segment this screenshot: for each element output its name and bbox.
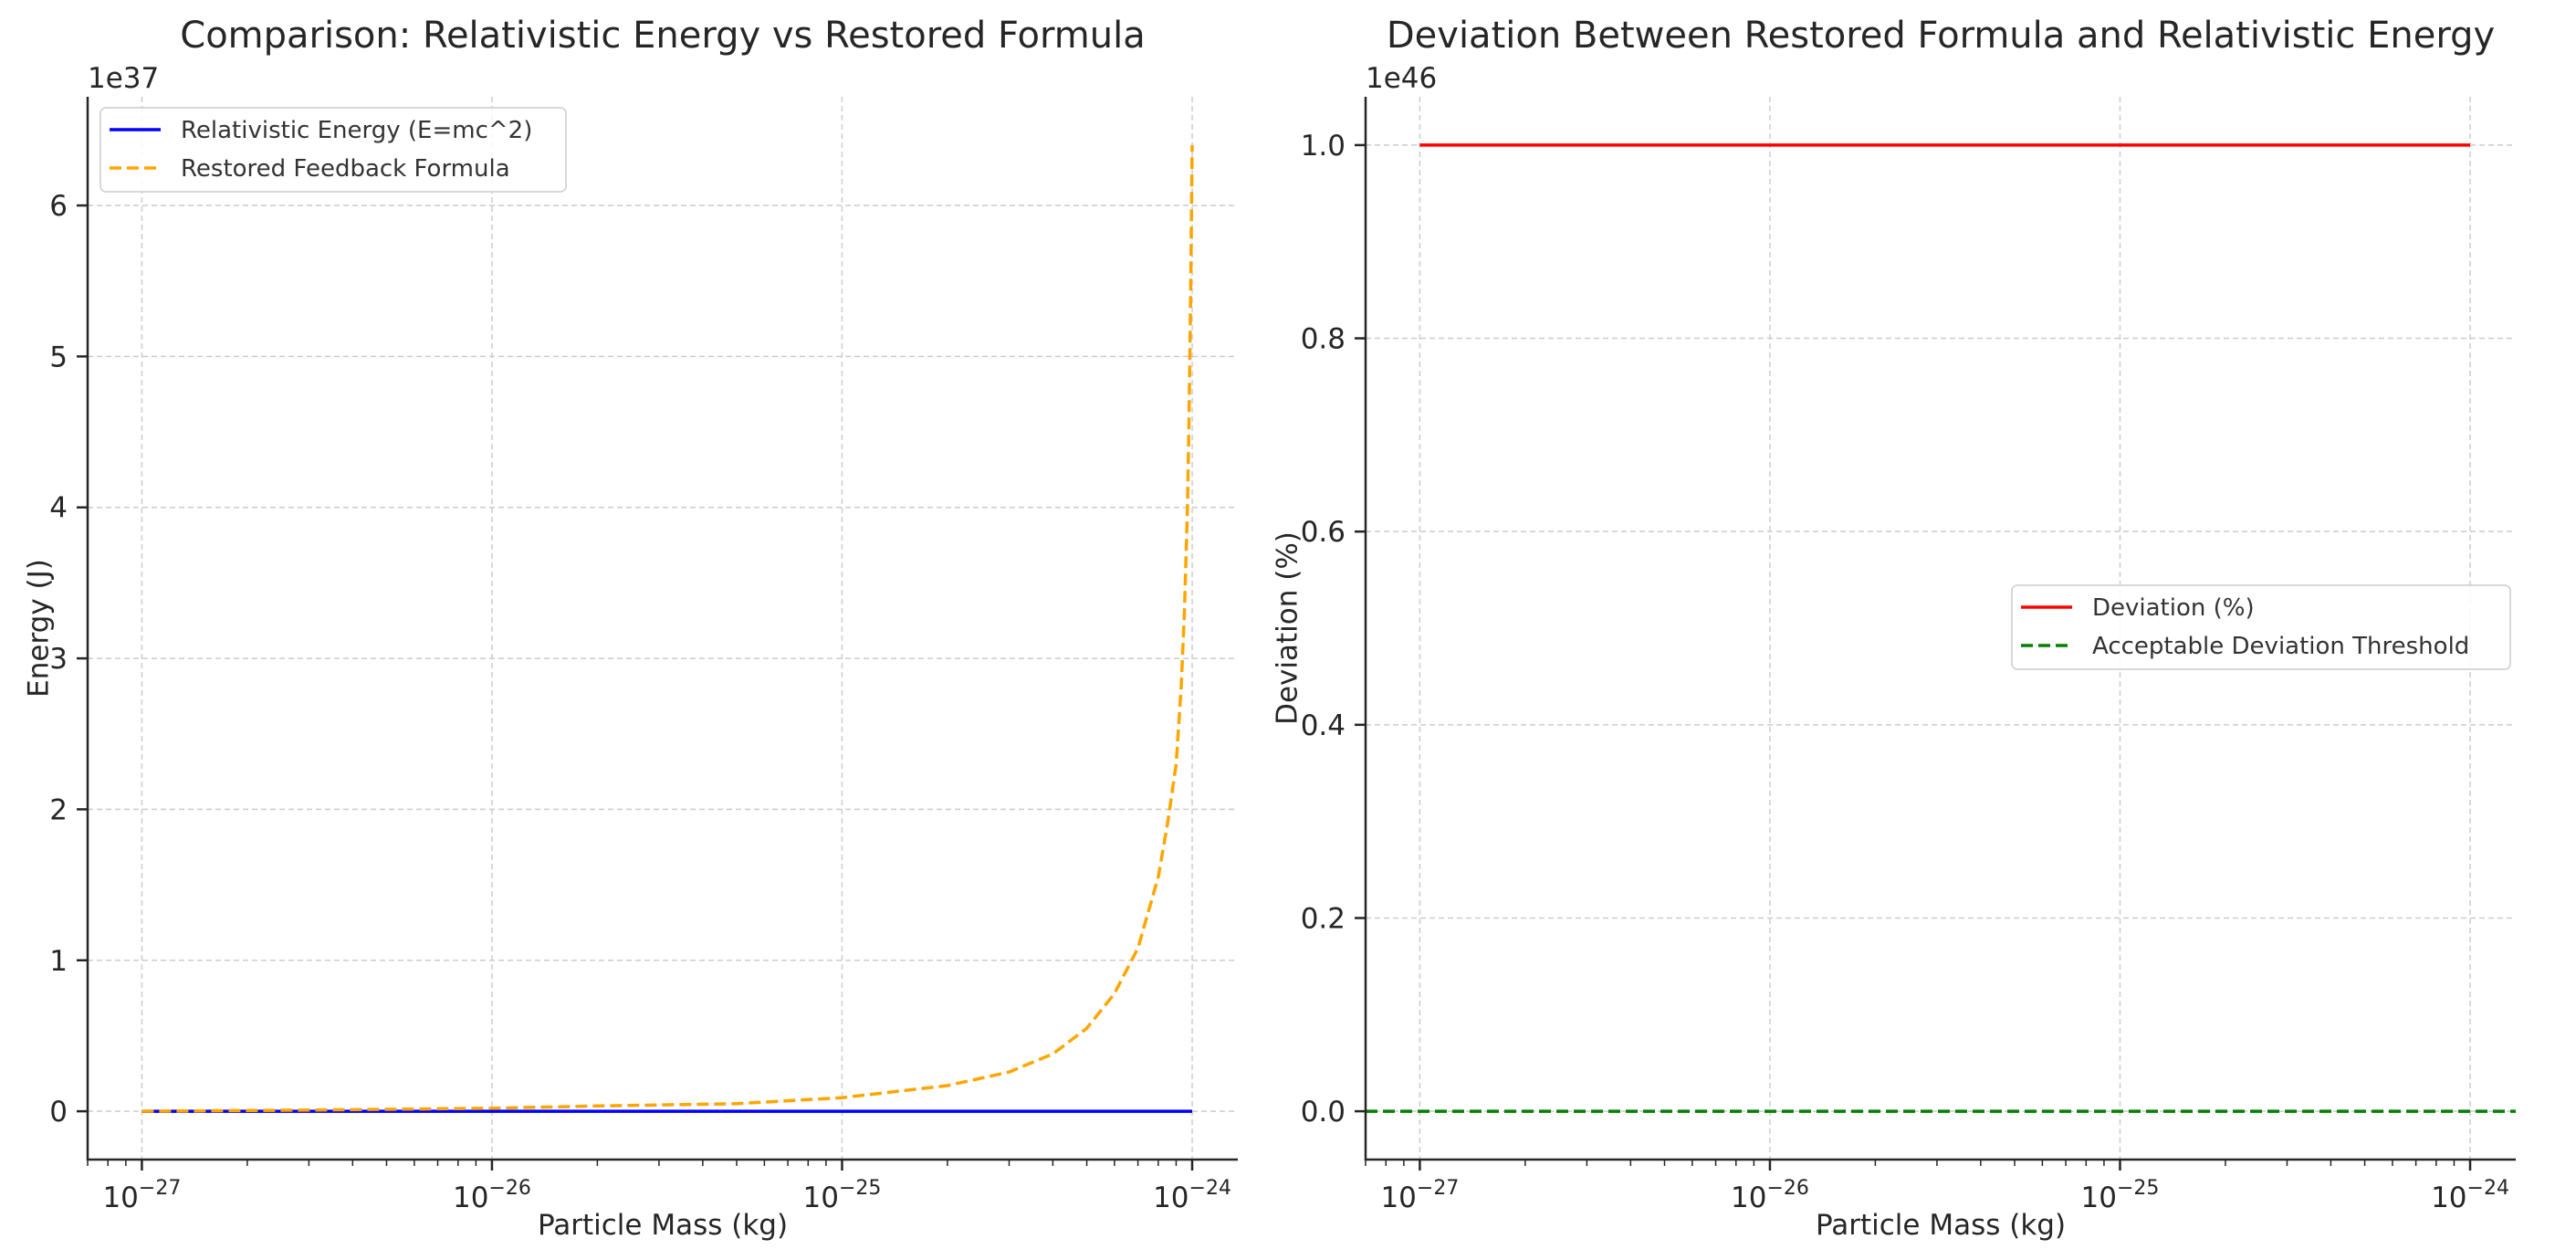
x-tick-base: 10: [803, 1181, 839, 1214]
x-tick-exponent: −27: [1417, 1177, 1459, 1200]
legend: Relativistic Energy (E=mc^2) Restored Fee…: [99, 107, 567, 193]
x-tick-label: 10−25: [803, 1177, 882, 1214]
legend: Deviation (%) Acceptable Deviation Thresh…: [2011, 584, 2511, 670]
y-axis-multiplier: 1e46: [1366, 62, 1437, 95]
y-tick-label: 0.4: [1301, 709, 1346, 742]
y-tick-label: 3: [49, 643, 68, 676]
x-tick-base: 10: [1731, 1181, 1766, 1214]
legend-label: Acceptable Deviation Threshold: [2092, 633, 2469, 660]
legend-label: Restored Feedback Formula: [181, 155, 510, 183]
x-tick-base: 10: [2431, 1181, 2466, 1214]
x-tick-base: 10: [453, 1181, 488, 1214]
y-tick-label: 0: [49, 1096, 68, 1129]
x-tick-exponent: −27: [139, 1177, 181, 1200]
y-tick-label: 0.8: [1301, 323, 1346, 356]
y-axis-multiplier: 1e37: [88, 62, 159, 95]
x-tick-exponent: −24: [1189, 1177, 1231, 1200]
x-tick-label: 10−25: [2081, 1177, 2160, 1214]
x-tick-label: 10−27: [102, 1177, 181, 1214]
y-tick-label: 5: [49, 341, 68, 373]
deviation-chart: 10−27 10−26 10−25 10−24 0.00.20.40.60.81.0 …: [1272, 15, 2516, 1242]
y-axis-label: Energy (J): [23, 559, 56, 698]
legend-box: [99, 107, 567, 193]
x-tick-label: 10−26: [453, 1177, 531, 1214]
y-tick-label: 0.2: [1301, 902, 1346, 935]
x-axis-label: Particle Mass (kg): [538, 1209, 788, 1242]
chart-title: Deviation Between Restored Formula and R…: [1387, 15, 2495, 57]
x-tick-exponent: −25: [2117, 1177, 2159, 1200]
x-tick-exponent: −24: [2467, 1177, 2509, 1200]
y-tick-label: 4: [49, 492, 68, 525]
series-line-1: [141, 144, 1194, 1113]
x-tick-exponent: −26: [488, 1177, 530, 1200]
y-tick-label: 1: [49, 945, 68, 978]
x-tick-label: 10−26: [1731, 1177, 1809, 1214]
y-axis-label: Deviation (%): [1272, 531, 1304, 725]
x-axis-label: Particle Mass (kg): [1816, 1209, 2066, 1242]
x-tick-label: 10−27: [1380, 1177, 1459, 1214]
x-tick-base: 10: [102, 1181, 138, 1214]
y-tick-label: 2: [49, 793, 68, 826]
legend-label: Deviation (%): [2092, 594, 2255, 622]
chart-title: Comparison: Relativistic Energy vs Resto…: [180, 15, 1145, 57]
legend-box: [2011, 584, 2511, 670]
x-tick-label: 10−24: [1153, 1177, 1231, 1214]
y-tick-label: 6: [49, 190, 68, 223]
x-tick-base: 10: [1153, 1181, 1189, 1214]
legend-label: Relativistic Energy (E=mc^2): [181, 117, 532, 144]
x-tick-exponent: −25: [839, 1177, 881, 1200]
axes-spine: [86, 97, 1238, 1161]
x-tick-base: 10: [1380, 1181, 1416, 1214]
x-tick-base: 10: [2081, 1181, 2117, 1214]
x-tick-exponent: −26: [1766, 1177, 1808, 1200]
y-tick-label: 0.6: [1301, 516, 1346, 549]
x-tick-label: 10−24: [2431, 1177, 2509, 1214]
y-tick-label: 0.0: [1301, 1096, 1346, 1129]
y-tick-label: 1.0: [1301, 130, 1346, 163]
